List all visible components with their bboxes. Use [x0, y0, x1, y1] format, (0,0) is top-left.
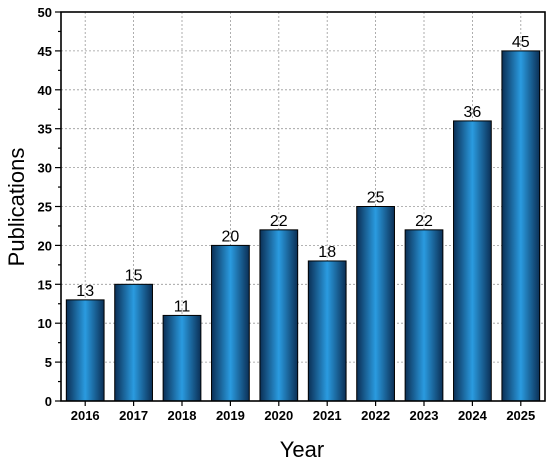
- bar-2025: [501, 50, 541, 402]
- data-labels: 13 15 11 20 22 18 25 22 36 45: [76, 34, 529, 316]
- x-tick-label-2016: 2016: [71, 408, 100, 423]
- bar-2019: [211, 244, 250, 402]
- bar-2020: [259, 229, 299, 402]
- bar-2022: [356, 206, 395, 402]
- y-axis-title: Publications: [4, 148, 29, 267]
- y-tick-label: 45: [38, 44, 52, 59]
- y-tick-label: 5: [45, 355, 52, 370]
- plot-frame: [60, 11, 546, 402]
- bar-2021: [307, 260, 347, 402]
- y-tick-label: 25: [38, 200, 52, 215]
- data-label-2017: 15: [125, 267, 143, 284]
- data-label-2022: 25: [367, 190, 385, 207]
- y-tick-label: 35: [38, 122, 52, 137]
- data-label-2023: 22: [415, 213, 433, 230]
- bar-2024: [453, 120, 492, 402]
- y-tick-label: 15: [38, 277, 52, 292]
- y-tick-label: 20: [38, 238, 52, 253]
- data-label-2016: 13: [76, 283, 94, 300]
- x-tick-label-2023: 2023: [410, 408, 439, 423]
- data-label-2025: 45: [512, 34, 530, 51]
- data-label-2024: 36: [464, 104, 482, 121]
- x-tick-label-2019: 2019: [216, 408, 245, 423]
- x-tick-label-2018: 2018: [168, 408, 197, 423]
- data-label-2020: 22: [270, 213, 288, 230]
- x-tick-label-2017: 2017: [119, 408, 148, 423]
- y-tick-label: 30: [38, 161, 52, 176]
- bars: [65, 50, 541, 402]
- x-tick-label-2020: 2020: [264, 408, 293, 423]
- x-tick-label-2022: 2022: [361, 408, 390, 423]
- bar-2023: [404, 229, 444, 402]
- y-tick-label: 50: [38, 5, 52, 20]
- x-tick-label-2021: 2021: [313, 408, 342, 423]
- bar-2017: [114, 283, 153, 402]
- y-tick-label: 10: [38, 316, 52, 331]
- y-tick-label: 0: [45, 394, 52, 409]
- data-label-2019: 20: [222, 228, 240, 245]
- bar-2016: [65, 299, 105, 402]
- y-tick-label: 40: [38, 83, 52, 98]
- x-tick-label-2024: 2024: [458, 408, 488, 423]
- x-tick-label-2025: 2025: [506, 408, 535, 423]
- bar-2018: [162, 314, 202, 402]
- x-axis-title: Year: [280, 437, 324, 462]
- data-label-2021: 18: [318, 244, 336, 261]
- data-label-2018: 11: [174, 298, 191, 315]
